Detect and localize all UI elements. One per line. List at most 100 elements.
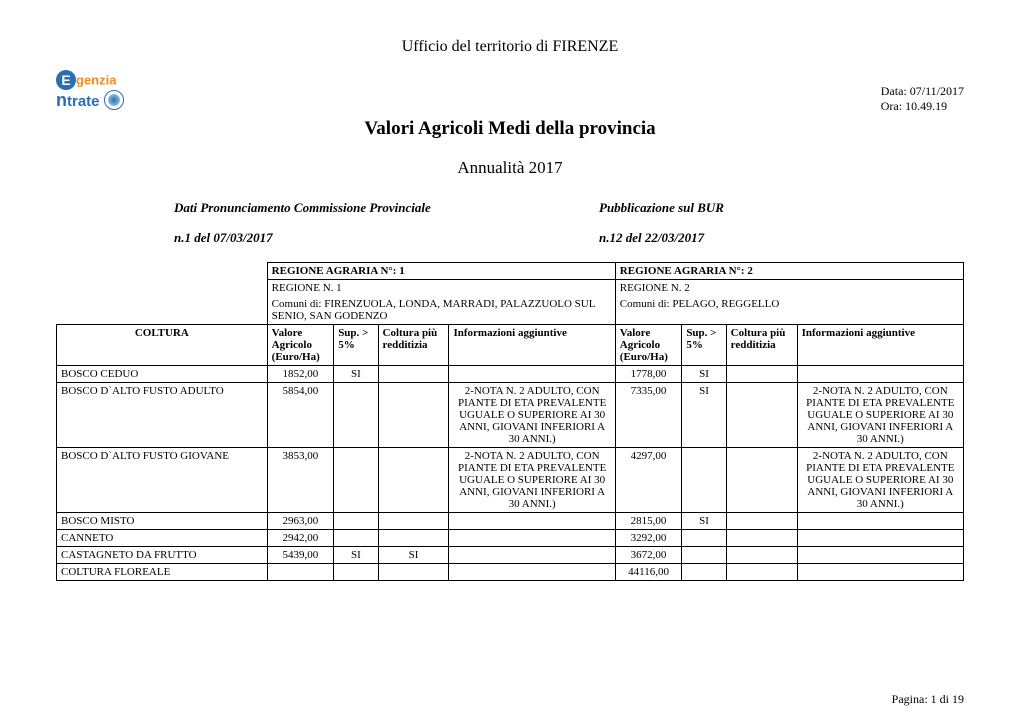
mid-block: Dati Pronunciamento Commissione Provinci… xyxy=(56,200,964,246)
mid-right-value: n.12 del 22/03/2017 xyxy=(599,230,964,246)
col-r1-sup: Sup. > 5% xyxy=(334,325,378,366)
table-cell: SI xyxy=(378,547,449,564)
logo-line1: genzia xyxy=(76,73,116,88)
table-cell xyxy=(797,366,963,383)
page-footer: Pagina: 1 di 19 xyxy=(892,692,964,707)
table-cell: 5854,00 xyxy=(267,383,334,448)
table-cell xyxy=(449,564,615,581)
table-cell: SI xyxy=(682,366,726,383)
table-cell: 3672,00 xyxy=(615,547,682,564)
table-cell xyxy=(726,448,797,513)
table-cell xyxy=(378,513,449,530)
table-row: CASTAGNETO DA FRUTTO5439,00SISI3672,00 xyxy=(57,547,964,564)
table-cell xyxy=(726,383,797,448)
table-cell xyxy=(726,366,797,383)
table-cell: CANNETO xyxy=(57,530,268,547)
table-cell xyxy=(726,564,797,581)
table-cell xyxy=(682,547,726,564)
table-cell xyxy=(726,513,797,530)
table-cell xyxy=(334,530,378,547)
table-cell xyxy=(449,530,615,547)
table-col-header-row: COLTURA Valore Agricolo (Euro/Ha) Sup. >… xyxy=(57,325,964,366)
table-cell: COLTURA FLOREALE xyxy=(57,564,268,581)
table-cell: BOSCO D`ALTO FUSTO ADULTO xyxy=(57,383,268,448)
main-title: Valori Agricoli Medi della provincia xyxy=(56,118,964,140)
table-cell: 2-NOTA N. 2 ADULTO, CON PIANTE DI ETA PR… xyxy=(449,383,615,448)
table-cell: BOSCO D`ALTO FUSTO GIOVANE xyxy=(57,448,268,513)
table-cell: SI xyxy=(682,383,726,448)
page: Ufficio del territorio di FIRENZE Egenzi… xyxy=(0,0,1020,721)
table-cell xyxy=(449,547,615,564)
table-cell: 2-NOTA N. 2 ADULTO, CON PIANTE DI ETA PR… xyxy=(797,448,963,513)
table-cell xyxy=(378,366,449,383)
table-cell: BOSCO MISTO xyxy=(57,513,268,530)
table-cell: 2963,00 xyxy=(267,513,334,530)
table-cell xyxy=(797,564,963,581)
table-cell: 2942,00 xyxy=(267,530,334,547)
meta-time: Ora: 10.49.19 xyxy=(881,99,964,114)
table-cell xyxy=(378,530,449,547)
col-r2-redd: Coltura più redditizia xyxy=(726,325,797,366)
col-coltura: COLTURA xyxy=(57,325,268,366)
table-cell xyxy=(267,564,334,581)
table-cell: BOSCO CEDUO xyxy=(57,366,268,383)
table-cell: 3292,00 xyxy=(615,530,682,547)
mid-left: Dati Pronunciamento Commissione Provinci… xyxy=(56,200,539,246)
table-cell: 2815,00 xyxy=(615,513,682,530)
table-row: BOSCO D`ALTO FUSTO GIOVANE3853,00 2-NOTA … xyxy=(57,448,964,513)
region-1-head: REGIONE AGRARIA N°: 1 xyxy=(267,263,615,280)
table-region-head-row: REGIONE AGRARIA N°: 1 REGIONE AGRARIA N°… xyxy=(57,263,964,280)
region-2-head: REGIONE AGRARIA N°: 2 xyxy=(615,263,963,280)
table-cell: 2-NOTA N. 2 ADULTO, CON PIANTE DI ETA PR… xyxy=(449,448,615,513)
col-r1-info: Informazioni aggiuntive xyxy=(449,325,615,366)
table-row: BOSCO CEDUO1852,00SI1778,00SI xyxy=(57,366,964,383)
col-r1-redd: Coltura più redditizia xyxy=(378,325,449,366)
table-cell xyxy=(682,530,726,547)
table-cell xyxy=(334,564,378,581)
sub-title: Annualità 2017 xyxy=(56,158,964,178)
table-cell xyxy=(449,513,615,530)
top-row: Egenzia ntrate Data: 07/11/2017 Ora: 10.… xyxy=(56,62,964,114)
table-cell: SI xyxy=(682,513,726,530)
table-cell xyxy=(682,448,726,513)
mid-right: Pubblicazione sul BUR n.12 del 22/03/201… xyxy=(539,200,964,246)
table-row: CANNETO2942,00 3292,00 xyxy=(57,530,964,547)
table-cell: CASTAGNETO DA FRUTTO xyxy=(57,547,268,564)
table-cell: 44116,00 xyxy=(615,564,682,581)
mid-right-label: Pubblicazione sul BUR xyxy=(599,200,964,216)
table-cell: 1778,00 xyxy=(615,366,682,383)
logo-e-icon: E xyxy=(56,70,76,90)
agenzia-entrate-logo: Egenzia ntrate xyxy=(56,70,176,106)
table-cell: 3853,00 xyxy=(267,448,334,513)
table-row: BOSCO MISTO2963,00 2815,00SI xyxy=(57,513,964,530)
office-header: Ufficio del territorio di FIRENZE xyxy=(56,38,964,56)
meta-date: Data: 07/11/2017 xyxy=(881,84,964,99)
col-r2-valore: Valore Agricolo (Euro/Ha) xyxy=(615,325,682,366)
table-cell: SI xyxy=(334,366,378,383)
table-cell xyxy=(378,383,449,448)
mid-left-label: Dati Pronunciamento Commissione Provinci… xyxy=(174,200,539,216)
col-r1-valore: Valore Agricolo (Euro/Ha) xyxy=(267,325,334,366)
table-cell: SI xyxy=(334,547,378,564)
table-cell xyxy=(726,547,797,564)
table-cell xyxy=(797,513,963,530)
table-cell xyxy=(797,530,963,547)
region-1-name: REGIONE N. 1 xyxy=(267,280,615,297)
table-cell: 5439,00 xyxy=(267,547,334,564)
col-r2-sup: Sup. > 5% xyxy=(682,325,726,366)
table-cell xyxy=(797,547,963,564)
table-cell: 7335,00 xyxy=(615,383,682,448)
table-cell: 2-NOTA N. 2 ADULTO, CON PIANTE DI ETA PR… xyxy=(797,383,963,448)
region-2-name: REGIONE N. 2 xyxy=(615,280,963,297)
mid-left-value: n.1 del 07/03/2017 xyxy=(174,230,539,246)
table-row: COLTURA FLOREALE 44116,00 xyxy=(57,564,964,581)
table-cell xyxy=(682,564,726,581)
region-2-comuni: Comuni di: PELAGO, REGGELLO xyxy=(615,296,963,325)
table-cell xyxy=(334,448,378,513)
table-cell xyxy=(334,383,378,448)
table-cell xyxy=(726,530,797,547)
table-cell xyxy=(378,448,449,513)
republic-emblem-icon xyxy=(104,90,124,110)
table-cell: 4297,00 xyxy=(615,448,682,513)
table-cell xyxy=(334,513,378,530)
